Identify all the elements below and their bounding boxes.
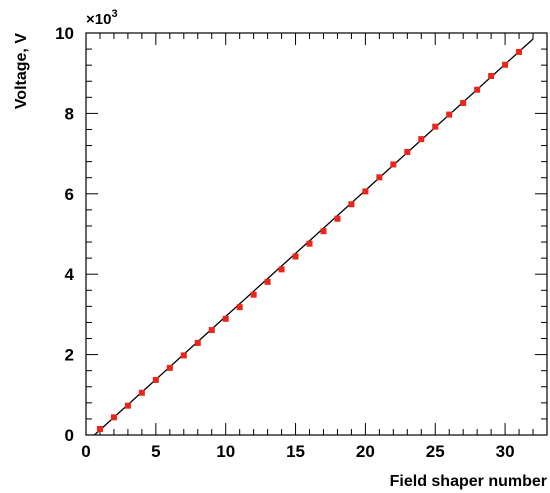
data-point	[264, 278, 271, 285]
x-tick-label: 30	[496, 442, 515, 461]
data-point	[348, 201, 355, 208]
data-point	[194, 339, 201, 346]
data-points	[96, 48, 523, 432]
data-point	[362, 188, 369, 195]
data-point	[306, 240, 313, 247]
data-point	[460, 99, 467, 106]
fit-line	[93, 38, 534, 436]
data-point	[404, 148, 411, 155]
data-point	[488, 73, 495, 80]
y-tick-label: 6	[65, 185, 74, 204]
data-point	[320, 228, 327, 235]
x-tick-label: 5	[151, 442, 160, 461]
data-point	[474, 86, 481, 93]
data-point	[138, 389, 145, 396]
data-point	[152, 376, 159, 383]
data-point	[236, 304, 243, 311]
data-point	[180, 352, 187, 359]
data-point	[222, 315, 229, 322]
x-tick-label: 10	[216, 442, 235, 461]
x-tick-label: 20	[356, 442, 375, 461]
data-point	[208, 327, 215, 334]
y-tick-label: 0	[65, 426, 74, 445]
y-tick-label: 10	[55, 24, 74, 43]
data-point	[250, 291, 257, 298]
data-point	[446, 111, 453, 118]
data-point	[502, 61, 509, 68]
y-multiplier-label: ×103	[86, 8, 118, 28]
y-axis-title: Voltage, V	[13, 33, 30, 109]
data-point	[334, 215, 341, 222]
data-point	[110, 414, 117, 421]
data-point	[124, 402, 131, 409]
data-point	[166, 364, 173, 371]
axis-ticks	[85, 32, 548, 436]
plot-frame	[85, 32, 548, 436]
y-tick-label: 8	[65, 104, 74, 123]
data-point	[432, 123, 439, 130]
x-tick-label: 25	[426, 442, 445, 461]
y-tick-label: 2	[65, 346, 74, 365]
data-point	[96, 425, 103, 432]
x-axis-title: Field shaper number	[390, 473, 547, 490]
data-point	[376, 174, 383, 181]
x-tick-label: 15	[286, 442, 305, 461]
data-point	[418, 136, 425, 143]
data-point	[516, 48, 523, 55]
data-point	[390, 161, 397, 168]
data-point	[278, 266, 285, 273]
x-tick-label: 0	[81, 442, 90, 461]
data-point	[292, 253, 299, 260]
axis-tick-labels: 0 5 10 15 20 25 30 0 2 4 6 8 10	[55, 24, 514, 461]
y-tick-label: 4	[65, 265, 75, 284]
